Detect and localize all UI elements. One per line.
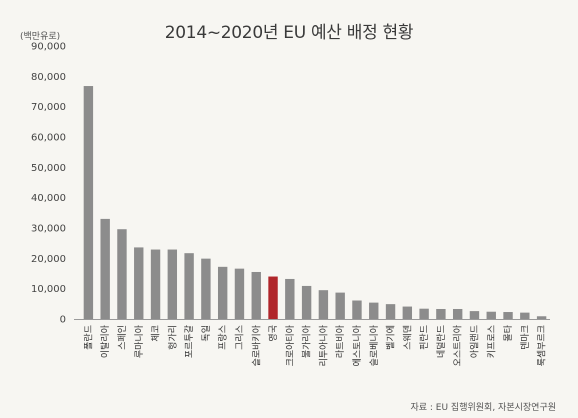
- category-label: 이탈리아: [100, 324, 111, 358]
- chart-title: 2014~2020년 EU 예산 배정 현황: [164, 23, 414, 43]
- category-label: 헝가리: [167, 325, 178, 350]
- category-label: 벨기에: [386, 325, 397, 350]
- category-label: 리투아니아: [318, 324, 329, 366]
- y-tick-label: 0: [60, 315, 66, 326]
- bar-3: [134, 247, 144, 319]
- bar-14: [318, 290, 329, 319]
- category-label: 슬로바키아: [251, 324, 262, 366]
- category-label: 슬로베니아: [369, 324, 380, 366]
- bar-25: [503, 312, 513, 319]
- bar-5: [167, 249, 178, 319]
- category-label: 룩셈부르크: [537, 325, 548, 366]
- bar-24: [486, 311, 496, 319]
- bar-16: [352, 300, 362, 319]
- category-label: 핀란드: [418, 325, 430, 350]
- source-note: 자료 : EU 집행위원회, 자본시장연구원: [410, 403, 556, 413]
- category-label: 아일랜드: [469, 325, 480, 358]
- bar-7: [201, 258, 211, 319]
- category-label: 체코: [151, 325, 162, 342]
- category-label: 그리스: [234, 325, 245, 350]
- bar-2: [117, 229, 127, 319]
- y-tick-label: 20,000: [31, 254, 66, 265]
- bar-15: [335, 292, 345, 319]
- bar-23: [469, 311, 480, 319]
- y-tick-label: 80,000: [31, 72, 66, 83]
- y-tick-label: 50,000: [31, 163, 66, 174]
- category-label: 불가리아: [302, 324, 313, 358]
- category-label: 폴란드: [82, 325, 94, 350]
- y-tick-label: 70,000: [31, 102, 66, 113]
- bar-18: [385, 304, 396, 319]
- category-label: 라트비아: [335, 324, 346, 358]
- category-label: 네덜란드: [435, 325, 447, 358]
- bar-27: [536, 316, 547, 319]
- bar-13: [301, 285, 312, 319]
- category-label: 루마니아: [134, 324, 145, 358]
- bar-12: [285, 278, 295, 319]
- category-label: 독일: [201, 325, 212, 342]
- category-label: 에스토니아: [352, 324, 363, 366]
- bar-8: [217, 266, 228, 319]
- y-tick-label: 10,000: [31, 284, 66, 295]
- bar-6: [184, 253, 194, 319]
- category-label: 영국: [268, 325, 279, 342]
- category-label: 오스트리아: [453, 324, 464, 366]
- category-label: 키프로스: [486, 325, 497, 358]
- y-tick-label: 40,000: [31, 193, 66, 204]
- bar-1: [100, 218, 110, 319]
- category-label: 프랑스: [217, 325, 229, 350]
- bar-0: [83, 86, 94, 319]
- bar-20: [419, 308, 429, 319]
- bar-26: [520, 312, 530, 319]
- category-label: 포르투갈: [184, 325, 195, 358]
- y-tick-label: 30,000: [31, 224, 66, 235]
- bar-11: [268, 276, 278, 319]
- bar-10: [251, 271, 261, 319]
- y-axis-unit-label: (백만유로): [20, 32, 61, 42]
- bar-17: [369, 302, 379, 319]
- bar-22: [452, 308, 463, 319]
- category-label: 스웨덴: [401, 325, 413, 350]
- bar-19: [402, 306, 413, 319]
- category-label: 몰타: [503, 324, 514, 341]
- bar-21: [436, 308, 446, 319]
- category-label: 크로아티아: [285, 324, 296, 366]
- bar-9: [234, 268, 245, 319]
- category-label: 덴마크: [520, 325, 531, 350]
- bar-4: [150, 249, 161, 319]
- category-label: 스페인: [117, 325, 128, 350]
- y-tick-label: 90,000: [31, 42, 66, 53]
- y-tick-label: 60,000: [31, 133, 66, 144]
